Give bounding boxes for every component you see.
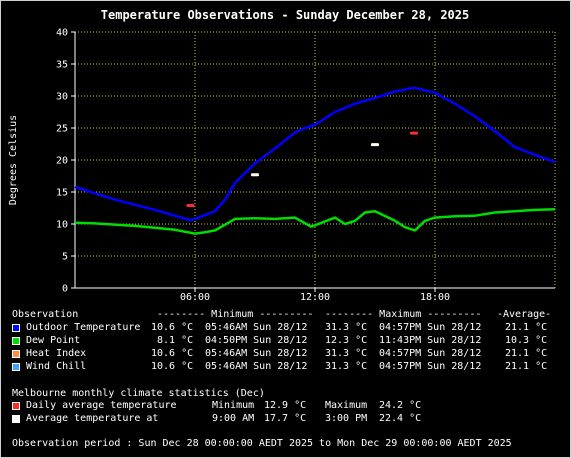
average-at-time-1: 9:00 AM (212, 413, 255, 424)
stats-row-name: Heat Index (26, 348, 87, 359)
stats-row-name: Wind Chill (26, 361, 87, 372)
y-tick-label: 20 (56, 156, 68, 167)
chart-title: Temperature Observations - Sunday Decemb… (101, 8, 469, 22)
stats-row-min: 10.6 °C (151, 322, 194, 333)
stats-row-avg: 21.1 °C (505, 322, 548, 333)
stats-header-average: -Average- (497, 309, 552, 320)
climate-marker (186, 203, 195, 207)
legend-swatch (12, 363, 20, 371)
average-at-swatch (12, 415, 20, 423)
legend-swatch (12, 324, 20, 332)
observation-period: Observation period : Sun Dec 28 00:00:00… (12, 438, 512, 449)
stats-row-name: Outdoor Temperature (26, 322, 141, 333)
stats-row-max: 31.3 °C (325, 361, 368, 372)
y-tick-label: 10 (56, 220, 68, 231)
stats-row-min: 8.1 °C (151, 335, 194, 346)
stats-row-avg: 21.1 °C (505, 361, 548, 372)
y-tick-label: 15 (56, 188, 68, 199)
temperature-chart: 0 5 10 15 20 25 30 35 40 06:00 12:00 18:00 Temperatu… (8, 8, 556, 300)
series-line (74, 208, 556, 235)
stats-row-min-time: 04:50PM Sun 28/12 (205, 335, 308, 346)
x-tick-label: 12:00 (300, 292, 330, 300)
stats-row-min-time: 05:46AM Sun 28/12 (205, 348, 308, 359)
y-axis-label: Degrees Celsius (8, 115, 19, 205)
stats-row-min: 10.6 °C (151, 348, 194, 359)
stats-row-avg: 21.1 °C (505, 348, 548, 359)
x-tick-label: 18:00 (420, 292, 450, 300)
stats-row-max-time: 04:57PM Sun 28/12 (379, 322, 482, 333)
average-at-value-1: 17.7 °C (264, 413, 307, 424)
stats-row-min-time: 05:46AM Sun 28/12 (205, 322, 308, 333)
x-tick-label: 06:00 (180, 292, 210, 300)
stats-header-minimum: -------- Minimum --------- (157, 309, 314, 320)
climate-marker (410, 131, 418, 135)
stats-header-maximum: -------- Maximum --------- (325, 309, 482, 320)
daily-average-min-value: 12.9 °C (264, 400, 307, 411)
daily-average-max-value: 24.2 °C (379, 400, 422, 411)
stats-row-max: 31.3 °C (325, 322, 368, 333)
stats-row-max-time: 04:57PM Sun 28/12 (379, 348, 482, 359)
climate-marker (251, 173, 259, 177)
average-at-label: Average temperature at (26, 413, 159, 424)
y-tick-label: 0 (62, 284, 68, 295)
stats-row-min: 10.6 °C (151, 361, 194, 372)
stats-row-max-time: 04:57PM Sun 28/12 (379, 361, 482, 372)
series-line (74, 86, 556, 222)
daily-average-max-label: Maximum (325, 400, 368, 411)
stats-row-avg: 10.3 °C (505, 335, 548, 346)
y-tick-label: 40 (56, 28, 68, 39)
legend-swatch (12, 350, 20, 358)
stats-row-min-time: 05:46AM Sun 28/12 (205, 361, 308, 372)
legend-swatch (12, 337, 20, 345)
stats-row-max: 31.3 °C (325, 348, 368, 359)
y-tick-label: 25 (56, 124, 68, 135)
average-at-time-2: 3:00 PM (325, 413, 368, 424)
stats-row-max: 12.3 °C (325, 335, 368, 346)
climate-heading: Melbourne monthly climate statistics (De… (12, 388, 265, 399)
y-tick-label: 35 (56, 60, 68, 71)
daily-average-swatch (12, 402, 20, 410)
daily-average-min-label: Minimum (212, 400, 255, 411)
stats-row-max-time: 11:43PM Sun 28/12 (379, 335, 482, 346)
y-tick-label: 30 (56, 92, 68, 103)
daily-average-label: Daily average temperature (26, 400, 177, 411)
stats-header-observation: Observation (12, 309, 79, 320)
average-at-value-2: 22.4 °C (379, 413, 422, 424)
stats-row-name: Dew Point (26, 335, 81, 346)
climate-marker (371, 143, 379, 147)
y-tick-label: 5 (62, 252, 68, 263)
